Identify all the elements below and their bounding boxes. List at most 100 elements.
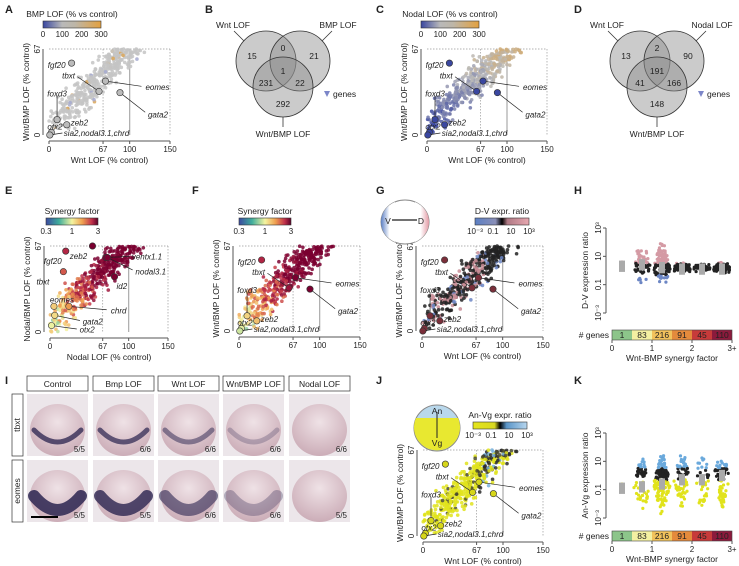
gene-leader-line: [478, 481, 516, 488]
data-point: [486, 483, 491, 488]
data-point: [74, 288, 78, 292]
colorbar: [238, 217, 292, 226]
gene-point-zeb2: [436, 317, 444, 325]
data-point: [692, 267, 696, 271]
median-box: [619, 260, 625, 272]
data-point: [486, 253, 490, 257]
y-tick-label: 10: [594, 251, 603, 260]
data-point: [715, 267, 720, 271]
panel-label-G: G: [376, 185, 385, 197]
data-point: [674, 486, 678, 490]
data-point: [656, 465, 660, 470]
data-point: [447, 112, 452, 116]
y-tick-label: 0: [223, 328, 232, 333]
data-point: [52, 318, 56, 322]
data-point: [644, 500, 648, 504]
data-point: [484, 61, 488, 66]
venn-count-bc: 22: [295, 78, 305, 88]
data-point: [111, 270, 115, 274]
x-axis-label: Wnt-BMP synergy factor: [626, 353, 718, 363]
bin-count: 216: [655, 531, 669, 541]
data-point: [261, 304, 266, 309]
data-point: [246, 321, 251, 326]
data-point: [641, 499, 645, 503]
data-point: [675, 463, 679, 468]
data-point: [113, 257, 117, 262]
data-point: [245, 297, 250, 302]
data-point: [108, 246, 113, 251]
median-box: [719, 469, 725, 482]
data-point: [297, 244, 302, 248]
gene-label: foxd3: [237, 286, 257, 295]
data-point: [95, 94, 99, 99]
gene-point-gata2: [489, 490, 497, 498]
data-point: [67, 309, 72, 313]
data-point: [660, 494, 664, 498]
data-point: [460, 262, 464, 266]
data-point: [645, 260, 649, 264]
x-tick-label: 0: [47, 145, 52, 154]
data-point: [280, 299, 284, 303]
data-point: [92, 75, 96, 80]
data-point: [279, 289, 284, 294]
data-point: [698, 471, 702, 475]
data-point: [62, 114, 67, 118]
data-point: [480, 455, 485, 459]
x-tick-label: 100: [313, 341, 327, 350]
bin-count: 83: [637, 531, 647, 541]
data-point: [67, 111, 72, 116]
data-point: [652, 268, 656, 272]
data-point: [437, 96, 442, 100]
data-point: [246, 301, 250, 306]
y-tick-label: 67: [223, 241, 232, 250]
data-point: [130, 54, 135, 59]
data-point: [484, 59, 488, 63]
data-point: [298, 255, 303, 260]
data-point: [324, 253, 328, 257]
data-point: [243, 307, 247, 311]
colorbar-tick: 3: [289, 227, 294, 236]
data-point: [106, 63, 110, 68]
data-point: [658, 242, 663, 246]
data-point: [68, 100, 72, 105]
data-point: [654, 264, 658, 268]
data-point: [476, 461, 481, 466]
data-point: [115, 54, 120, 58]
data-point: [713, 468, 718, 472]
gene-label: gata2: [148, 111, 169, 120]
data-point: [95, 271, 100, 276]
data-point: [483, 468, 488, 472]
x-tick-label: 0: [421, 546, 426, 555]
gene-point-foxd3: [53, 116, 61, 124]
data-point: [501, 449, 506, 453]
y-tick-label: 10³: [594, 222, 603, 234]
data-point: [104, 60, 109, 64]
bin-count: 110: [715, 330, 729, 340]
data-point: [487, 54, 492, 58]
data-point: [284, 269, 289, 274]
data-point: [258, 288, 263, 293]
y-tick-label: 10⁻³: [594, 510, 603, 526]
data-point: [478, 473, 482, 478]
data-point: [83, 287, 88, 292]
colorbar-tick: 300: [472, 30, 486, 39]
data-point: [84, 293, 89, 298]
data-point: [79, 303, 83, 308]
panel-label-K: K: [574, 375, 582, 387]
data-point: [275, 293, 280, 297]
data-point: [635, 249, 639, 253]
data-point: [319, 255, 323, 260]
data-point: [80, 299, 85, 304]
animal-label: An: [432, 406, 443, 416]
data-point: [64, 86, 68, 91]
data-point: [117, 61, 121, 66]
gene-point-gata2: [116, 89, 124, 97]
data-point: [677, 470, 681, 474]
data-point: [88, 94, 92, 99]
y-tick-label: 10⁻³: [594, 305, 603, 321]
x-tick-label: 67: [472, 546, 481, 555]
data-point: [704, 466, 708, 470]
data-point: [507, 63, 512, 68]
data-point: [667, 263, 671, 267]
